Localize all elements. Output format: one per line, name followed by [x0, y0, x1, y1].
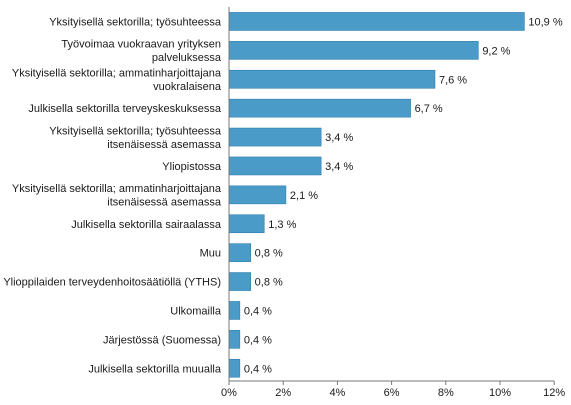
category-label: Julkisella sektorilla muualla: [88, 363, 222, 375]
x-tick-label: 6%: [384, 387, 400, 399]
bar: [228, 301, 241, 320]
value-label: 2,1 %: [290, 190, 318, 202]
bars-group: Yksityisellä sektorilla; työsuhteessa 10,…: [3, 12, 563, 378]
value-label: 3,4 %: [325, 161, 353, 173]
x-tick-label: 2%: [275, 387, 291, 399]
bar: [228, 330, 241, 349]
x-tick-label: 10%: [489, 387, 511, 399]
bar: [228, 214, 265, 234]
value-label: 10,9 %: [528, 16, 562, 28]
x-tick-label: 4%: [329, 387, 345, 399]
bar: [228, 12, 525, 31]
category-label: Yksityisellä sektorilla; ammatinharjoitt…: [12, 183, 222, 209]
category-label: Ylioppilaiden terveydenhoitosäätiöllä (Y…: [3, 277, 221, 289]
value-label: 6,7 %: [415, 103, 443, 115]
bar: [228, 185, 287, 205]
value-label: 0,8 %: [255, 277, 283, 289]
x-tick-label: 0%: [221, 387, 237, 399]
value-label: 0,8 %: [255, 248, 283, 260]
category-label: Julkisella sektorilla terveyskeskuksessa: [28, 103, 221, 115]
value-label: 0,4 %: [244, 334, 272, 346]
x-tick-label: 8%: [438, 387, 454, 399]
bar: [228, 243, 251, 262]
category-label: Julkisella sektorilla sairaalassa: [71, 219, 222, 231]
bar: [228, 69, 436, 89]
category-label: Ulkomailla: [170, 305, 222, 317]
bar: [228, 272, 251, 291]
category-label: Muu: [200, 248, 221, 260]
category-label: Yliopistossa: [162, 161, 222, 173]
category-label: Työvoimaa vuokraavan yrityksen palvelukse…: [61, 39, 221, 65]
category-label: Yksityisellä sektorilla; työsuhteessa its…: [49, 125, 222, 151]
bar: [228, 156, 322, 176]
bar: [228, 41, 479, 60]
value-label: 0,4 %: [244, 363, 272, 375]
value-label: 1,3 %: [268, 219, 296, 231]
bar: [228, 358, 241, 378]
category-label: Yksityisellä sektorilla; ammatinharjoitt…: [12, 68, 222, 94]
bar: [228, 98, 411, 118]
category-label: Yksityisellä sektorilla; työsuhteessa: [49, 16, 222, 28]
value-label: 3,4 %: [325, 132, 353, 144]
category-label: Järjestössä (Suomessa): [103, 334, 221, 346]
bar: [228, 127, 322, 147]
value-label: 7,6 %: [439, 74, 467, 86]
value-label: 9,2 %: [482, 45, 510, 57]
x-tick-label: 12%: [543, 387, 565, 399]
value-label: 0,4 %: [244, 305, 272, 317]
x-axis: 0% 2% 4% 6% 8% 10% 12%: [221, 7, 565, 399]
